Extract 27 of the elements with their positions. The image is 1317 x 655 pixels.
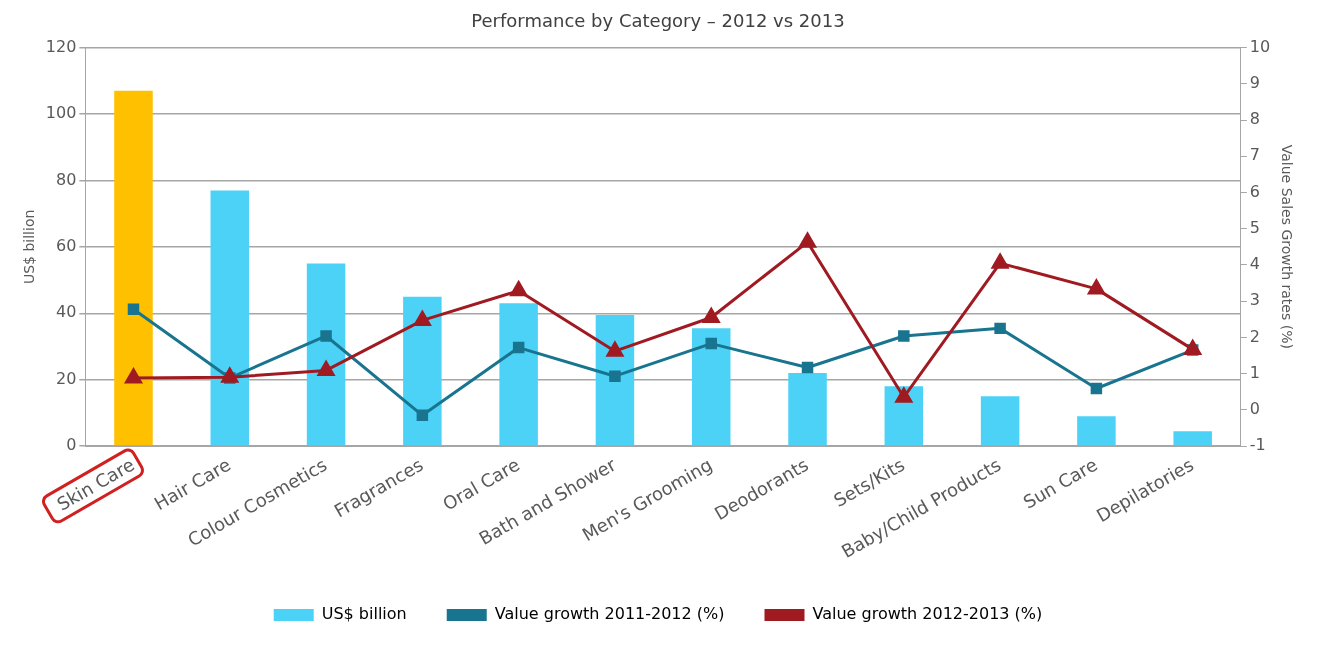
y2-tick-label: 7 — [1249, 145, 1261, 165]
y2-tick-label: 4 — [1249, 254, 1261, 274]
y2-tick-label: 8 — [1249, 109, 1261, 129]
legend-label: Value growth 2012-2013 (%) — [812, 604, 1043, 624]
y-tick-label: 20 — [55, 368, 77, 388]
y2-tick-label: 5 — [1249, 217, 1261, 237]
y2-tick-label: 3 — [1249, 290, 1261, 310]
legend-label: US$ billion — [321, 604, 407, 624]
y2-tick-label: 0 — [1249, 399, 1261, 419]
y-tick-label: 60 — [55, 236, 77, 256]
y-tick-label: 0 — [66, 435, 77, 455]
legend-label: Value growth 2011-2012 (%) — [494, 604, 725, 624]
y2-tick-label: 6 — [1249, 181, 1261, 201]
y2-tick-label: 9 — [1249, 72, 1261, 92]
y2-tick-label: -1 — [1249, 435, 1266, 455]
y-tick-label: 120 — [45, 36, 77, 56]
y2-tick-label: 1 — [1249, 362, 1261, 382]
y-axis-title: US$ billion — [21, 209, 38, 285]
y2-axis-title: Value Sales Growth rates (%) — [1278, 144, 1295, 349]
y-tick-label: 80 — [55, 169, 77, 189]
y-tick-label: 40 — [55, 302, 77, 322]
y2-tick-label: 2 — [1249, 326, 1261, 346]
x-tick-label: Oral Care — [438, 453, 523, 515]
chart-title: Performance by Category – 2012 vs 2013 — [471, 10, 845, 32]
y2-tick-label: 10 — [1249, 36, 1271, 56]
y-tick-label: 100 — [45, 103, 77, 123]
x-tick-label: Skin Care — [53, 453, 138, 515]
